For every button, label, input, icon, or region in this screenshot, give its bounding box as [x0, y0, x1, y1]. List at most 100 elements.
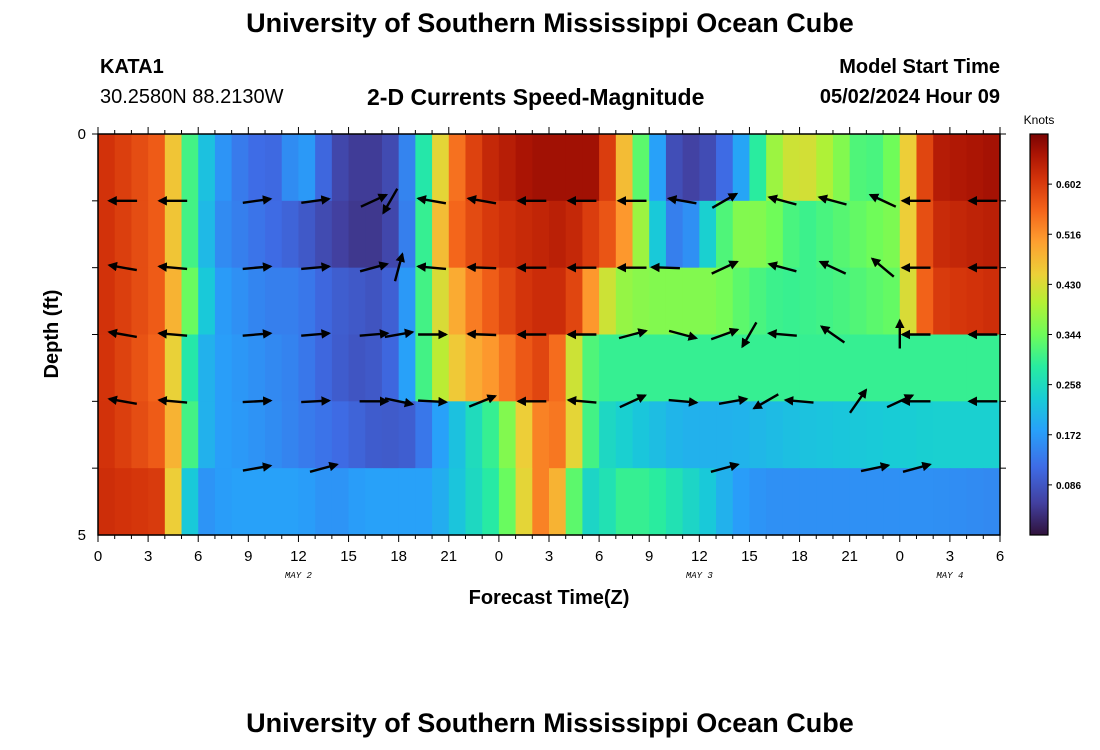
heatmap-cell: [248, 267, 266, 336]
chart-subtitle: 2-D Currents Speed-Magnitude: [367, 84, 705, 110]
footer-title: University of Southern Mississippi Ocean…: [246, 708, 854, 738]
heatmap-cell: [749, 134, 767, 202]
heatmap-cell: [381, 134, 400, 202]
heatmap-cell: [782, 468, 801, 536]
heatmap-cell: [265, 401, 283, 469]
heatmap-cell: [816, 200, 834, 269]
heatmap-cell: [816, 334, 834, 402]
heatmap-cell: [832, 134, 851, 202]
heatmap-cell: [983, 134, 1001, 202]
heatmap-cell: [181, 267, 199, 336]
heatmap-cell: [866, 267, 884, 336]
heatmap-cell: [565, 200, 583, 269]
current-vector-arrow: [710, 327, 740, 341]
current-vector-arrow: [242, 329, 273, 339]
heatmap-cell: [164, 267, 183, 336]
current-vector-arrow: [309, 461, 339, 473]
heatmap-cell: [98, 267, 116, 336]
heatmap-cell: [348, 401, 366, 469]
heatmap-cell: [248, 200, 266, 269]
heatmap-cell: [432, 334, 450, 402]
heatmap-cell: [632, 134, 650, 202]
heatmap-cell: [749, 334, 767, 402]
heatmap-cell: [916, 200, 934, 269]
heatmap-cell: [899, 401, 918, 469]
heatmap-cell: [883, 200, 901, 269]
heatmap-cell: [599, 134, 617, 202]
heatmap-cell: [231, 134, 249, 202]
heatmap-cell: [699, 401, 717, 469]
heatmap-cell: [181, 134, 199, 202]
x-tick-label: 15: [741, 548, 758, 565]
heatmap-cell: [515, 267, 533, 336]
heatmap-cell: [615, 200, 634, 269]
heatmap-cell: [381, 468, 400, 536]
heatmap-cell: [482, 401, 500, 469]
heatmap-cell: [916, 134, 934, 202]
heatmap-cell: [532, 401, 550, 469]
heatmap-cell: [281, 200, 300, 269]
page-title: University of Southern Mississippi Ocean…: [246, 8, 854, 38]
heatmap-cell: [465, 468, 483, 536]
heatmap-cell: [682, 468, 700, 536]
x-tick-label: 3: [946, 548, 954, 565]
heatmap-cell: [214, 401, 233, 469]
heatmap-cell: [549, 468, 567, 536]
heatmap-cell: [532, 334, 550, 402]
heatmap-cell: [131, 200, 149, 269]
heatmap-cell: [599, 468, 617, 536]
heatmap-cell: [983, 401, 1001, 469]
heatmap-cell: [899, 134, 918, 202]
colorbar: Knots 0.602 0.516 0.430 0.344 0.258 0.172 0.086: [1024, 113, 1081, 536]
heatmap-cell: [816, 401, 834, 469]
current-vector-arrow: [468, 394, 497, 408]
heatmap-cell: [148, 200, 166, 269]
x-axis-label: Forecast Time(Z): [469, 587, 630, 609]
heatmap-cell: [849, 401, 867, 469]
heatmap-cell: [699, 267, 717, 336]
heatmap-cell: [565, 468, 583, 536]
current-vector-arrow: [301, 396, 332, 406]
current-vector-arrow: [752, 393, 779, 410]
heatmap-cell: [214, 200, 233, 269]
heatmap-cell: [265, 468, 283, 536]
date-label: MAY 2: [285, 571, 313, 581]
heatmap-cell: [916, 267, 934, 336]
heatmap-cell: [365, 200, 383, 269]
heatmap-cell: [248, 334, 266, 402]
heatmap-cell: [983, 468, 1001, 536]
heatmap-cell: [632, 267, 650, 336]
heatmap-cell: [649, 267, 667, 336]
heatmap-cell: [966, 401, 984, 469]
heatmap-cell: [565, 134, 583, 202]
model-start-label: Model Start Time: [839, 56, 1000, 78]
heatmap-cell: [549, 267, 567, 336]
heatmap-cell: [265, 334, 283, 402]
y-tick-label: 0: [78, 126, 86, 143]
heatmap-cell: [799, 267, 817, 336]
heatmap-cell: [615, 468, 634, 536]
current-vector-arrow: [359, 329, 390, 339]
heatmap-cells: [98, 134, 1001, 536]
heatmap-cell: [649, 468, 667, 536]
heatmap-cell: [966, 200, 984, 269]
heatmap-cell: [164, 401, 183, 469]
colorbar-tick-label: 0.172: [1056, 431, 1081, 442]
heatmap-cell: [716, 267, 734, 336]
date-label: MAY 4: [936, 571, 963, 581]
current-vector-arrow: [741, 321, 758, 349]
heatmap-cell: [766, 334, 784, 402]
heatmap-cell: [98, 468, 116, 536]
heatmap-cell: [248, 134, 266, 202]
heatmap-cell: [966, 334, 984, 402]
heatmap-cell: [131, 334, 149, 402]
heatmap-cell: [365, 468, 383, 536]
colorbar-tick-label: 0.344: [1056, 331, 1081, 342]
heatmap-cell: [164, 468, 183, 536]
heatmap-cell: [916, 468, 934, 536]
colorbar-tick-label: 0.602: [1056, 180, 1081, 191]
current-vector-arrow: [767, 194, 797, 206]
heatmap-cell: [582, 134, 600, 202]
heatmap-cell: [365, 134, 383, 202]
heatmap-cell: [381, 267, 400, 336]
